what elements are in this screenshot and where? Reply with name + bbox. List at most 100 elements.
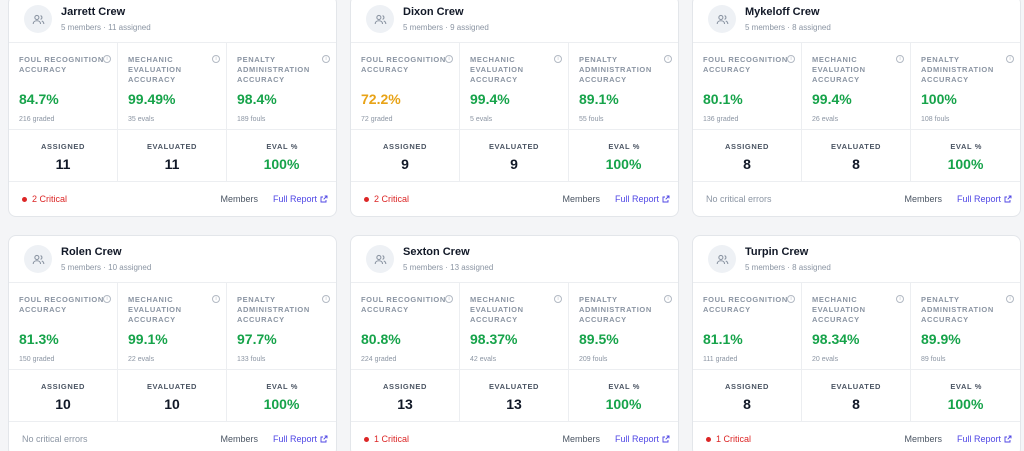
info-icon[interactable]: i <box>322 55 330 63</box>
info-icon[interactable]: i <box>896 55 904 63</box>
stat-label: EVAL % <box>266 142 298 151</box>
stat-label: ASSIGNED <box>383 142 427 151</box>
foul-recognition-metric: FOUL RECOGNITION ACCURACY i 84.7% 216 gr… <box>9 43 118 129</box>
full-report-link[interactable]: Full Report <box>273 434 328 444</box>
external-link-icon <box>662 435 670 443</box>
penalty-accuracy-value: 89.5% <box>579 331 619 347</box>
info-icon[interactable]: i <box>103 55 111 63</box>
full-report-label: Full Report <box>956 194 1001 204</box>
mechanic-evaluation-metric: MECHANIC EVALUATION ACCURACY i 99.1% 22 … <box>118 283 227 369</box>
evaluation-stats: ASSIGNED 11 EVALUATED 11 EVAL % 100% <box>9 130 336 182</box>
evaluated-value: 9 <box>510 156 518 172</box>
metric-label: MECHANIC EVALUATION ACCURACY <box>812 295 866 324</box>
assigned-value: 8 <box>743 156 751 172</box>
evaluated-stat: EVALUATED 13 <box>460 370 569 421</box>
full-report-link[interactable]: Full Report <box>615 194 670 204</box>
critical-errors-text: 1 Critical <box>716 434 752 444</box>
evals-count: 22 evals <box>128 356 155 363</box>
eval-percent-stat: EVAL % 100% <box>227 370 336 421</box>
crew-avatar <box>708 5 736 33</box>
foul-recognition-metric: FOUL RECOGNITION ACCURACY i 80.8% 224 gr… <box>351 283 460 369</box>
info-icon[interactable]: i <box>787 55 795 63</box>
info-icon[interactable]: i <box>664 55 672 63</box>
info-icon[interactable]: i <box>322 295 330 303</box>
graded-count: 72 graded <box>361 116 393 123</box>
foul-accuracy-value: 84.7% <box>19 91 59 107</box>
accuracy-metrics: FOUL RECOGNITION ACCURACY i 81.3% 150 gr… <box>9 282 336 370</box>
accuracy-metrics: FOUL RECOGNITION ACCURACY i 81.1% 111 gr… <box>693 282 1020 370</box>
external-link-icon <box>1004 195 1012 203</box>
info-icon[interactable]: i <box>664 295 672 303</box>
info-icon[interactable]: i <box>1006 55 1014 63</box>
metric-label: MECHANIC EVALUATION ACCURACY <box>470 295 524 324</box>
info-icon[interactable]: i <box>554 55 562 63</box>
crew-card: Dixon Crew 5 members · 9 assigned FOUL R… <box>350 0 679 217</box>
eval-percent-value: 100% <box>263 156 300 172</box>
full-report-label: Full Report <box>272 194 317 204</box>
crew-card-header: Jarrett Crew 5 members · 11 assigned <box>9 0 336 42</box>
graded-count: 150 graded <box>19 356 55 363</box>
members-link[interactable]: Members <box>904 434 942 444</box>
crew-summary: 5 members · 8 assigned <box>745 23 831 32</box>
members-link[interactable]: Members <box>220 194 258 204</box>
info-icon[interactable]: i <box>787 295 795 303</box>
info-icon[interactable]: i <box>212 55 220 63</box>
assigned-stat: ASSIGNED 11 <box>9 130 118 181</box>
members-link[interactable]: Members <box>220 434 258 444</box>
info-icon[interactable]: i <box>445 295 453 303</box>
crew-name: Jarrett Crew <box>61 6 126 18</box>
stat-label: EVALUATED <box>146 382 198 391</box>
penalty-accuracy-value: 98.4% <box>237 91 277 107</box>
metric-label: FOUL RECOGNITION ACCURACY <box>19 55 104 74</box>
foul-recognition-metric: FOUL RECOGNITION ACCURACY i 81.3% 150 gr… <box>9 283 118 369</box>
full-report-link[interactable]: Full Report <box>615 434 670 444</box>
info-icon[interactable]: i <box>896 295 904 303</box>
penalty-administration-metric: PENALTY ADMINISTRATION ACCURACY i 89.1% … <box>569 43 678 129</box>
crew-name: Turpin Crew <box>745 246 809 258</box>
mechanic-accuracy-value: 99.4% <box>470 91 510 107</box>
assigned-stat: ASSIGNED 13 <box>351 370 460 421</box>
evals-count: 35 evals <box>128 116 155 123</box>
info-icon[interactable]: i <box>1006 295 1014 303</box>
metric-label: MECHANIC EVALUATION ACCURACY <box>812 55 866 84</box>
info-icon[interactable]: i <box>103 295 111 303</box>
critical-errors-text: No critical errors <box>22 434 88 444</box>
metric-label: FOUL RECOGNITION ACCURACY <box>361 295 446 314</box>
metric-label: FOUL RECOGNITION ACCURACY <box>703 295 788 314</box>
eval-percent-value: 100% <box>605 156 642 172</box>
crew-card-footer: No critical errors Members Full Report <box>693 182 1020 216</box>
accuracy-metrics: FOUL RECOGNITION ACCURACY i 84.7% 216 gr… <box>9 42 336 130</box>
critical-errors-status: 1 Critical <box>706 434 751 444</box>
foul-accuracy-value: 80.1% <box>703 91 743 107</box>
crew-avatar <box>708 245 736 273</box>
users-icon <box>716 254 728 264</box>
assigned-value: 11 <box>55 156 71 172</box>
info-icon[interactable]: i <box>445 55 453 63</box>
external-link-icon <box>320 435 328 443</box>
members-link[interactable]: Members <box>904 194 942 204</box>
info-icon[interactable]: i <box>212 295 220 303</box>
full-report-link[interactable]: Full Report <box>957 194 1012 204</box>
members-link[interactable]: Members <box>562 194 600 204</box>
fouls-count: 209 fouls <box>579 356 608 363</box>
penalty-administration-metric: PENALTY ADMINISTRATION ACCURACY i 97.7% … <box>227 283 336 369</box>
stat-label: ASSIGNED <box>725 382 769 391</box>
eval-percent-value: 100% <box>263 396 300 412</box>
mechanic-evaluation-metric: MECHANIC EVALUATION ACCURACY i 98.37% 42… <box>460 283 569 369</box>
crew-card: Rolen Crew 5 members · 10 assigned FOUL … <box>8 235 337 451</box>
crew-card-footer: 1 Critical Members Full Report <box>351 422 678 451</box>
external-link-icon <box>1004 435 1012 443</box>
metric-label: PENALTY ADMINISTRATION ACCURACY <box>921 55 994 84</box>
eval-percent-stat: EVAL % 100% <box>911 370 1020 421</box>
info-icon[interactable]: i <box>554 295 562 303</box>
crew-summary: 5 members · 8 assigned <box>745 263 831 272</box>
graded-count: 111 graded <box>703 356 738 363</box>
metric-label: PENALTY ADMINISTRATION ACCURACY <box>237 55 310 84</box>
crew-card-header: Sexton Crew 5 members · 13 assigned <box>351 236 678 282</box>
full-report-link[interactable]: Full Report <box>273 194 328 204</box>
metric-label: MECHANIC EVALUATION ACCURACY <box>128 55 182 84</box>
full-report-link[interactable]: Full Report <box>957 434 1012 444</box>
mechanic-evaluation-metric: MECHANIC EVALUATION ACCURACY i 99.4% 26 … <box>802 43 911 129</box>
members-link[interactable]: Members <box>562 434 600 444</box>
evaluated-value: 10 <box>164 396 180 412</box>
